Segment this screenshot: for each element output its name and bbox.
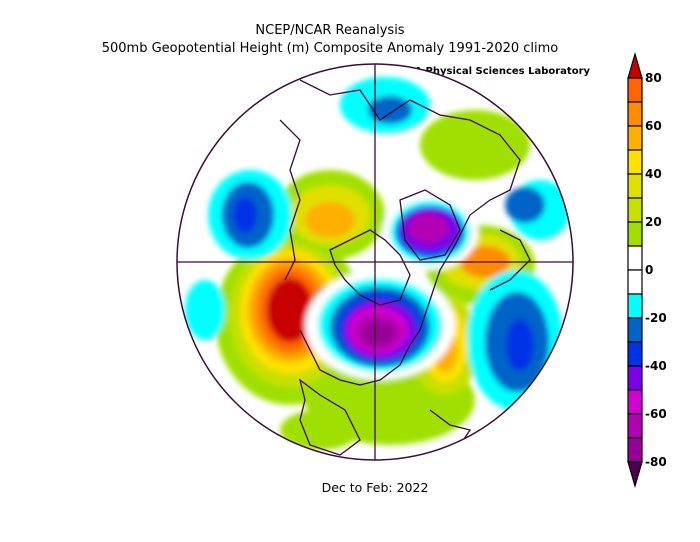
colorbar-tick-label: -80 [645, 455, 667, 469]
chart-title: NCEP/NCAR Reanalysis [255, 23, 405, 38]
colorbar-labels: 80 60 40 20 0 -20 -40 -60 -80 [645, 71, 667, 469]
colorbar-bin [627, 77, 643, 103]
colorbar-bin [627, 173, 643, 199]
colorbar-bin [627, 269, 643, 295]
colorbar-bin [627, 149, 643, 175]
colorbar-tick-label: 40 [645, 167, 662, 181]
anomaly-field [177, 64, 573, 460]
colorbar-bin [627, 365, 643, 391]
colorbar-tick-label: -40 [645, 359, 667, 373]
colorbar-bin [627, 341, 643, 367]
colorbar-bin [627, 221, 643, 247]
colorbar-bin [627, 293, 643, 319]
colorbar-bin [627, 317, 643, 343]
colorbar-tick-label: 0 [645, 263, 653, 277]
colorbar-over-triangle [627, 51, 643, 79]
colorbar-bin [627, 125, 643, 151]
colorbar-bin [627, 437, 643, 463]
coastlines [279, 79, 531, 456]
date-caption: Dec to Feb: 2022 [321, 480, 429, 495]
colorbar-tick-label: 80 [645, 71, 662, 85]
colorbar-bin [627, 245, 643, 271]
colorbar-bin [627, 389, 643, 415]
colorbar-tick-label: 60 [645, 119, 662, 133]
colorbar-under-triangle [627, 461, 643, 489]
colorbar-bin [627, 413, 643, 439]
colorbar-bin [627, 101, 643, 127]
colorbar-tick-label: -60 [645, 407, 667, 421]
colorbar-tick-label: -20 [645, 311, 667, 325]
colorbar-bin [627, 197, 643, 223]
credit-label: NOAA Physical Sciences Laboratory [390, 66, 591, 77]
colorbar [627, 51, 643, 489]
chart-subtitle: 500mb Geopotential Height (m) Composite … [101, 41, 559, 56]
colorbar-tick-label: 20 [645, 215, 662, 229]
